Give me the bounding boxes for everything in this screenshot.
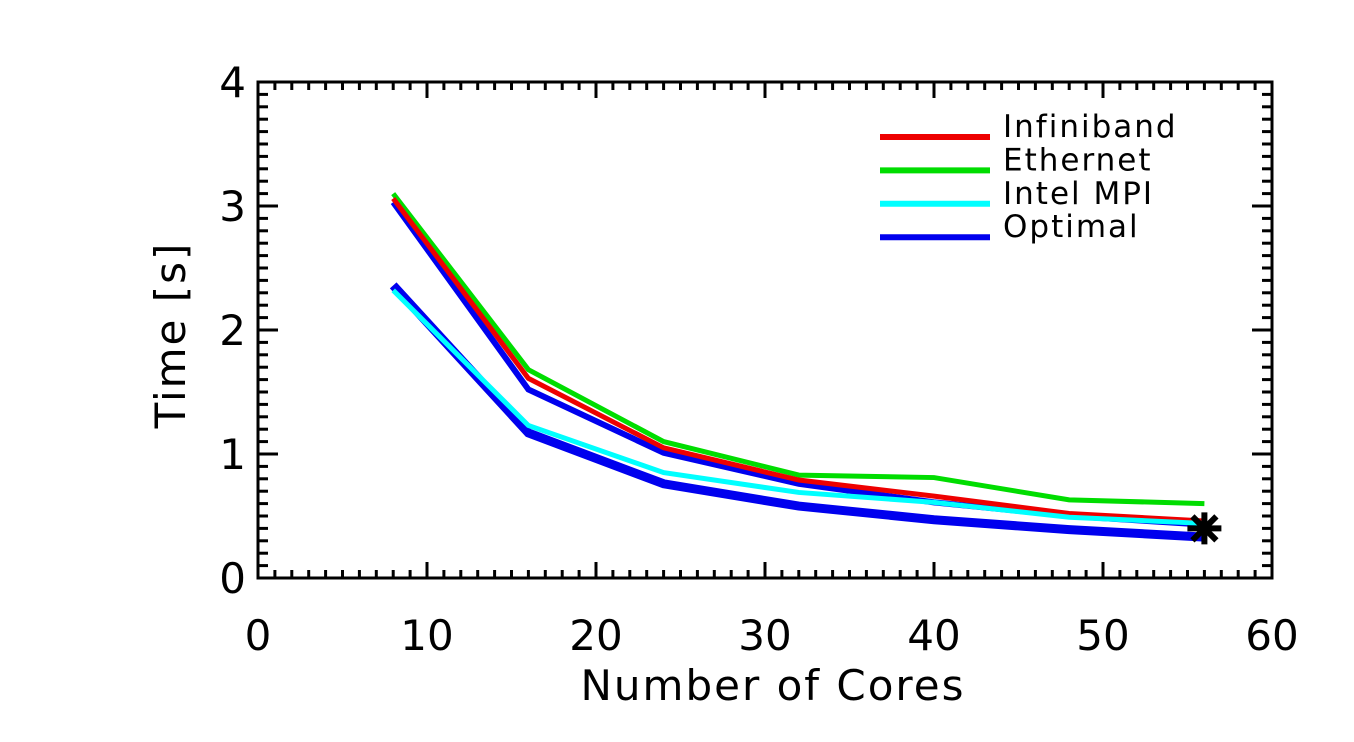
series-lines [389,192,1205,542]
plot-frame [256,80,1274,580]
y-tick-label: 4 [219,58,246,107]
x-tick-label: 40 [907,611,960,660]
y-axis-label: Time [s] [146,242,195,430]
x-tick-label: 60 [1245,611,1298,660]
series-line-intel-mpi [391,288,1205,526]
legend-label-optimal: Optimal [1003,209,1140,245]
y-tick-label: 2 [219,306,246,355]
x-axis-label: Number of Cores [581,661,966,710]
y-tick-label: 0 [219,554,246,603]
x-tick-label: 0 [245,611,272,660]
x-tick-label: 10 [400,611,453,660]
x-tick-label: 50 [1076,611,1129,660]
series-line-optimal [389,282,1205,542]
legend-label-ethernet: Ethernet [1003,142,1153,178]
x-tick-label: 20 [569,611,622,660]
series-line-infiniband [391,197,1205,524]
end-marker [1187,512,1222,545]
tick-labels: 0 10 20 30 40 50 60 0 1 2 3 4 [219,58,1298,660]
plot-box [256,80,1274,580]
y-tick-label: 1 [219,430,246,479]
series-line-ethernet [391,192,1205,507]
legend-label-intel-mpi: Intel MPI [1003,176,1154,212]
y-tick-label: 3 [219,182,246,231]
legend-label-infiniband: Infiniband [1003,109,1178,145]
x-tick-label: 30 [738,611,791,660]
asterisk-marker-arm [1190,514,1219,543]
